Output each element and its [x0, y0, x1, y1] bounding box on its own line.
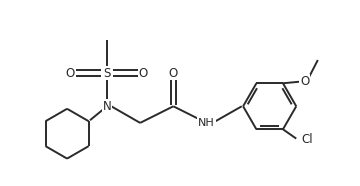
Text: O: O	[139, 67, 148, 80]
Text: O: O	[169, 67, 178, 80]
Text: O: O	[66, 67, 75, 80]
Text: S: S	[103, 67, 111, 80]
Text: Cl: Cl	[301, 133, 313, 146]
Text: NH: NH	[198, 118, 215, 128]
Text: N: N	[103, 100, 111, 113]
Text: O: O	[300, 75, 309, 88]
